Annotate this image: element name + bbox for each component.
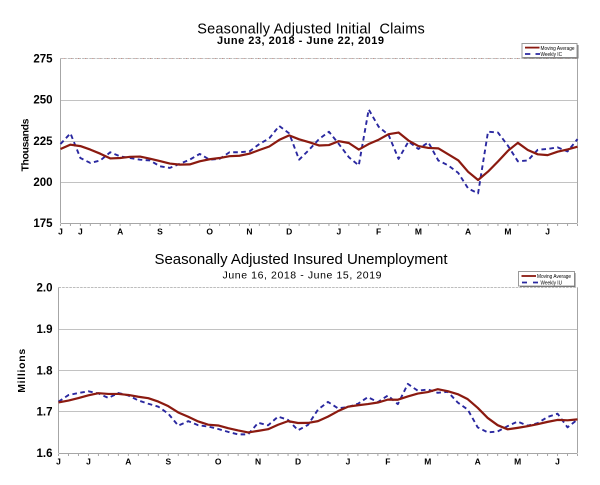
svg-text:1.8: 1.8 [37, 365, 54, 377]
svg-text:Seasonally Adjusted Insured Un: Seasonally Adjusted Insured Unemployment [155, 251, 449, 268]
svg-text:J: J [86, 457, 91, 467]
svg-text:A: A [465, 227, 471, 237]
svg-text:J: J [337, 227, 342, 237]
svg-text:Weekly IU: Weekly IU [541, 281, 563, 287]
svg-text:S: S [165, 457, 171, 467]
svg-text:1.6: 1.6 [37, 448, 53, 460]
svg-text:1.9: 1.9 [37, 324, 53, 336]
svg-text:225: 225 [33, 136, 53, 148]
svg-text:J: J [78, 227, 83, 237]
svg-text:A: A [117, 227, 123, 237]
svg-text:J: J [346, 457, 351, 467]
svg-text:J: J [56, 457, 61, 467]
svg-text:A: A [125, 457, 131, 467]
svg-text:M: M [514, 457, 521, 467]
svg-text:N: N [246, 227, 252, 237]
svg-text:O: O [206, 227, 213, 237]
svg-text:M: M [424, 457, 431, 467]
svg-text:175: 175 [33, 218, 53, 230]
svg-text:F: F [385, 457, 390, 467]
svg-text:N: N [255, 457, 261, 467]
svg-text:275: 275 [33, 54, 53, 66]
svg-text:1.7: 1.7 [37, 407, 53, 419]
svg-text:June 23, 2018 - June 22, 2019: June 23, 2018 - June 22, 2019 [217, 35, 384, 47]
svg-text:Moving Average: Moving Average [537, 274, 571, 280]
svg-text:Weekly IC: Weekly IC [541, 52, 563, 58]
svg-text:D: D [286, 227, 292, 237]
svg-text:S: S [157, 227, 163, 237]
svg-text:Thousands: Thousands [19, 118, 31, 171]
svg-text:Millions: Millions [16, 349, 28, 393]
svg-text:M: M [504, 227, 511, 237]
svg-text:F: F [376, 227, 381, 237]
svg-text:J: J [545, 227, 550, 237]
svg-text:J: J [555, 457, 560, 467]
svg-text:250: 250 [33, 95, 52, 107]
svg-text:D: D [295, 457, 301, 467]
svg-text:Moving Average: Moving Average [541, 46, 575, 52]
svg-text:200: 200 [33, 177, 52, 189]
svg-text:June 16, 2018 - June 15, 2019: June 16, 2018 - June 15, 2019 [223, 270, 382, 282]
svg-text:Seasonally Adjusted Initial C: Seasonally Adjusted Initial Claims [197, 22, 425, 38]
svg-text:J: J [58, 227, 63, 237]
svg-text:O: O [215, 457, 222, 467]
svg-text:A: A [475, 457, 481, 467]
svg-text:2.0: 2.0 [37, 283, 53, 295]
svg-text:M: M [415, 227, 422, 237]
